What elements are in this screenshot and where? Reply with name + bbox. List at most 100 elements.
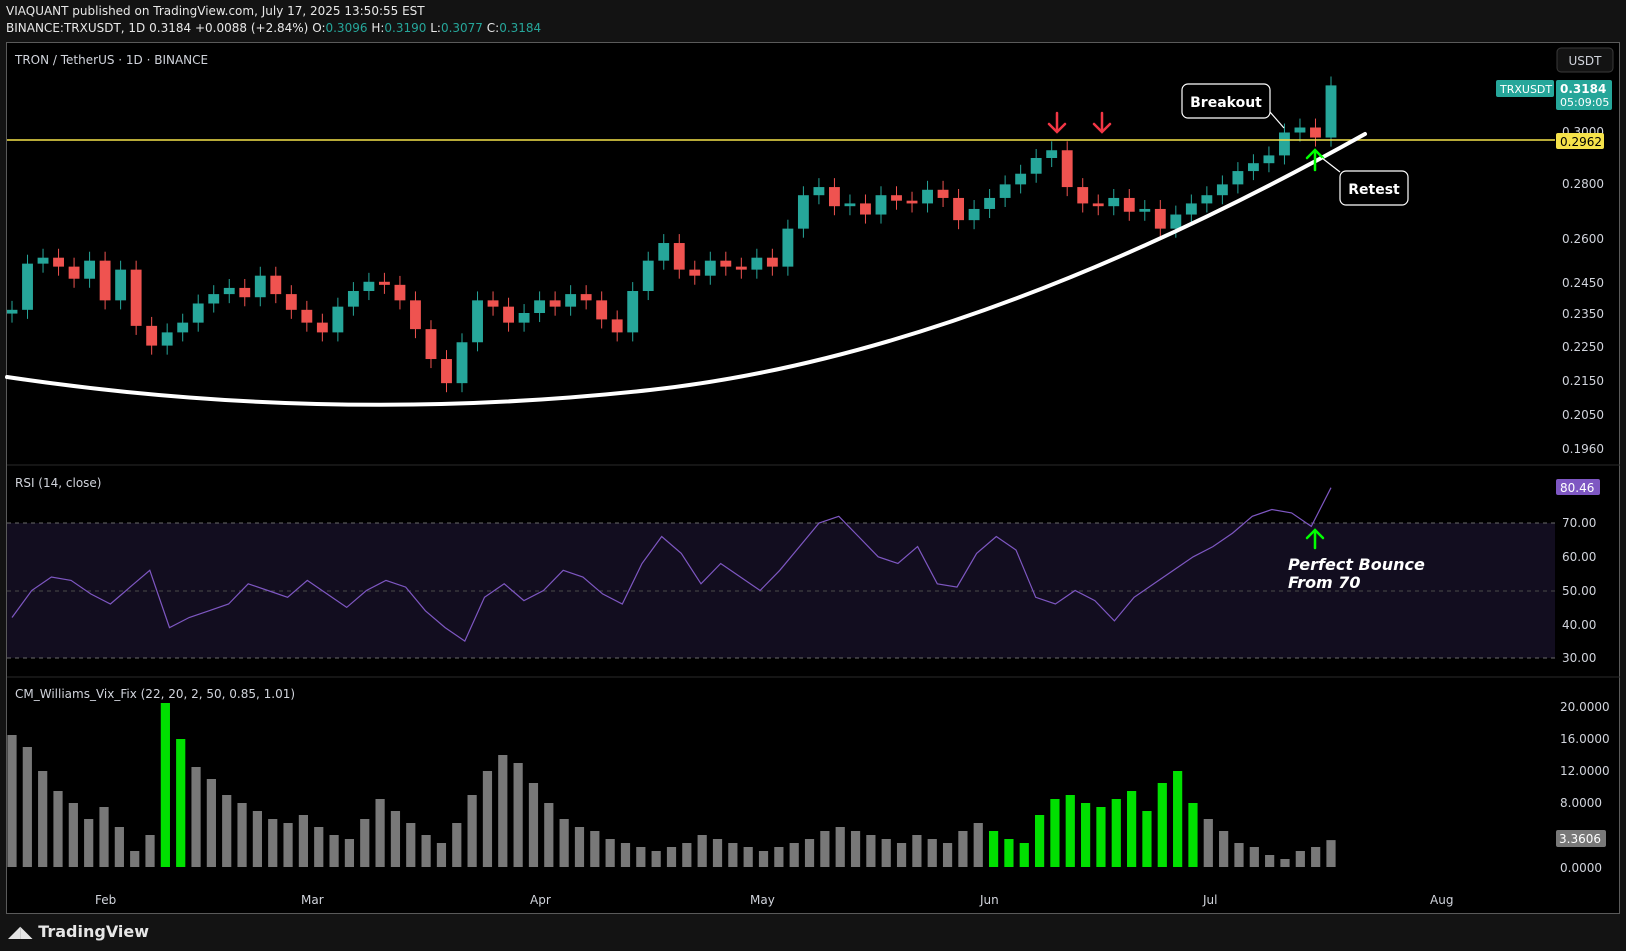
green-up-arrow-icon — [1305, 528, 1325, 550]
time-tick: Jul — [1202, 893, 1217, 907]
candle-body — [1310, 127, 1321, 138]
rsi-tick: 30.00 — [1562, 651, 1596, 665]
candles-layer — [7, 76, 1337, 393]
vix-bar — [1188, 803, 1198, 867]
vix-tick: 8.0000 — [1560, 796, 1602, 810]
candle-body — [285, 294, 297, 310]
cup-support-curve[interactable] — [5, 132, 1367, 407]
vix-bar — [1050, 799, 1060, 867]
vix-bar — [712, 839, 723, 867]
vix-bar — [22, 747, 32, 867]
vix-bar — [482, 771, 493, 867]
candle-body — [968, 208, 980, 221]
price-tick: 0.2600 — [1562, 232, 1604, 246]
price-tick: 0.2350 — [1562, 307, 1604, 321]
vix-bar — [1173, 771, 1183, 867]
red-down-arrow-icon — [1047, 111, 1067, 134]
currency-button[interactable]: USDT — [1556, 47, 1614, 73]
vix-tick: 16.0000 — [1560, 732, 1610, 746]
vix-bar — [298, 815, 309, 867]
tradingview-logo[interactable]: ◢◣ TradingView — [8, 922, 149, 941]
vix-bar — [237, 803, 247, 867]
candle-body — [549, 300, 561, 307]
level-price-tag: 0.2962 — [1556, 133, 1604, 149]
candle-body — [208, 294, 220, 304]
candle-body — [627, 291, 639, 333]
price-tick: 0.2800 — [1562, 177, 1604, 191]
open-label: O: — [312, 21, 326, 35]
vix-bar — [728, 843, 738, 867]
candle-body — [1123, 197, 1135, 212]
candle-body — [875, 195, 887, 215]
green-up-arrow-icon — [1305, 148, 1325, 172]
candle-body — [1061, 150, 1073, 188]
vix-bar — [743, 847, 753, 867]
ohlc-legend: BINANCE:TRXUSDT, 1D 0.3184 +0.0088 (+2.8… — [6, 21, 541, 35]
low-value: 0.3077 — [440, 21, 483, 35]
vix-tick: 0.0000 — [1560, 861, 1602, 875]
vix-bar — [896, 843, 907, 867]
candle-body — [441, 359, 452, 384]
vix-value-tag: 3.3606 — [1556, 830, 1606, 847]
candle-body — [410, 300, 421, 330]
vix-bar — [774, 847, 784, 867]
vix-bar — [421, 835, 431, 867]
vix-bar — [835, 827, 845, 867]
candle-body — [797, 195, 809, 229]
vix-bar — [804, 839, 815, 867]
vix-bar — [99, 807, 109, 867]
candle-body — [192, 303, 204, 323]
retest-label: Retest — [1348, 182, 1400, 198]
retest-callout[interactable]: Retest — [1321, 157, 1409, 206]
candle-body — [782, 228, 794, 267]
vix-bar — [1142, 811, 1152, 867]
main-pane-title: TRON / TetherUS · 1D · BINANCE — [14, 53, 208, 67]
candle-body — [1201, 195, 1213, 204]
high-value: 0.3190 — [384, 21, 427, 35]
vix-bar — [973, 823, 983, 867]
vix-bar — [988, 831, 999, 867]
vix-bar — [651, 851, 661, 867]
candle-body — [735, 266, 747, 270]
candle-body — [37, 257, 49, 264]
vix-bar — [498, 755, 508, 867]
candle-body — [115, 269, 127, 301]
candle-body — [1015, 173, 1027, 185]
candle-body — [456, 342, 468, 384]
candle-body — [99, 260, 111, 301]
candle-body — [378, 281, 390, 285]
vix-pane-title: CM_Williams_Vix_Fix (22, 20, 2, 50, 0.85… — [15, 687, 295, 701]
candle-body — [68, 266, 80, 279]
vix-bar — [574, 827, 585, 867]
vix-bar — [513, 763, 523, 867]
vix-tag-value: 3.3606 — [1559, 832, 1601, 846]
candle-body — [1092, 203, 1104, 207]
candle-body — [518, 313, 530, 323]
vix-bar — [605, 839, 615, 867]
vix-bar — [927, 839, 937, 867]
candle-body — [363, 281, 375, 292]
time-tick: May — [750, 893, 775, 907]
candle-body — [1232, 171, 1244, 185]
time-tick: Mar — [301, 893, 324, 907]
last-price: 0.3184 — [149, 21, 192, 35]
candle-body — [720, 260, 732, 267]
candle-body — [84, 260, 96, 279]
candle-body — [766, 257, 778, 267]
vix-bar — [559, 819, 569, 867]
breakout-label: Breakout — [1190, 95, 1262, 111]
breakout-callout[interactable]: Breakout — [1181, 83, 1285, 129]
rsi-tag-value: 80.46 — [1560, 481, 1594, 495]
candle-body — [689, 269, 701, 276]
price-tick: 0.2050 — [1562, 408, 1604, 422]
level-tag-value: 0.2962 — [1560, 135, 1602, 149]
candle-body — [704, 260, 716, 276]
candle-body — [1216, 184, 1228, 196]
vix-bar — [850, 831, 861, 867]
vix-bar — [620, 843, 631, 867]
vix-bar — [53, 791, 63, 867]
candle-body — [1077, 187, 1089, 204]
candle-body — [813, 187, 825, 196]
candle-body — [1325, 85, 1337, 138]
